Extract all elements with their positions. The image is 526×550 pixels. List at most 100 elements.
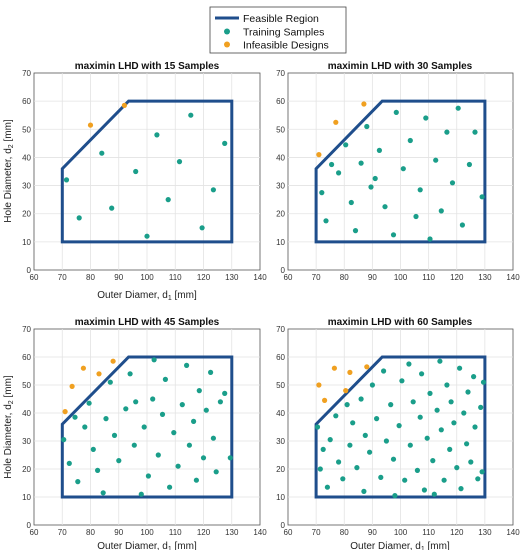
training-sample-point (447, 446, 453, 452)
y-tick-label: 0 (281, 266, 286, 275)
x-axis-label: Outer Diamer, d1 [mm] (97, 541, 197, 550)
training-sample-point (344, 402, 350, 408)
x-tick-label: 100 (394, 273, 408, 282)
y-tick-label: 70 (22, 325, 31, 334)
training-sample-point (434, 407, 440, 413)
training-sample-point (167, 484, 173, 490)
infeasible-design-point (361, 101, 367, 107)
training-sample-point (458, 486, 464, 492)
y-tick-label: 20 (22, 465, 31, 474)
training-sample-point (449, 180, 456, 186)
y-tick-label: 40 (22, 409, 31, 418)
training-sample-point (327, 437, 333, 443)
x-axis-label-main: Outer Diamer, d (97, 290, 168, 301)
training-sample-point (222, 140, 228, 146)
training-sample-point (61, 437, 67, 443)
y-tick-labels: 0 10 20 30 40 50 60 70 (276, 69, 285, 275)
y-tick-label: 10 (276, 238, 285, 247)
training-sample-point (111, 432, 118, 438)
training-sample-point (191, 418, 197, 424)
training-sample-point (399, 378, 405, 384)
training-sample-point (203, 407, 209, 413)
y-tick-label: 20 (276, 210, 285, 219)
x-tick-label: 70 (58, 528, 67, 537)
y-tick-label: 30 (22, 182, 31, 191)
training-sample-point (423, 115, 429, 121)
training-sample-point (444, 129, 450, 135)
training-sample-point (413, 213, 419, 220)
legend-training-marker (224, 28, 230, 35)
y-tick-label: 20 (276, 465, 285, 474)
training-sample-point (222, 390, 228, 396)
training-sample-point (99, 150, 105, 156)
y-tick-label: 40 (276, 153, 285, 162)
training-sample-point (200, 455, 207, 461)
training-sample-point (145, 473, 151, 479)
training-sample-point (133, 168, 139, 175)
training-sample-point (390, 232, 397, 238)
training-sample-point (159, 411, 166, 417)
x-tick-label: 90 (114, 528, 123, 537)
legend-infeasible-marker (224, 41, 230, 48)
training-sample-point (393, 109, 399, 115)
x-axis-label: Outer Diamer, d1 [mm] (97, 290, 197, 302)
training-sample-point (151, 357, 157, 363)
training-sample-point (402, 477, 408, 483)
training-sample-point (451, 420, 457, 426)
training-sample-point (437, 358, 443, 364)
training-sample-point (210, 187, 216, 193)
training-sample-point (175, 463, 181, 469)
training-sample-point (383, 438, 389, 444)
training-sample-point (323, 218, 329, 224)
training-sample-point (479, 469, 485, 475)
training-sample-point (382, 204, 388, 210)
x-tick-label: 70 (58, 273, 67, 282)
training-sample-point (431, 491, 437, 497)
training-sample-point (427, 236, 433, 242)
training-sample-point (376, 147, 382, 153)
training-sample-point (378, 474, 384, 480)
training-sample-point (144, 233, 150, 239)
infeasible-design-point (69, 383, 75, 389)
training-sample-point (350, 420, 356, 426)
training-sample-point (372, 175, 378, 182)
training-sample-point (424, 435, 430, 441)
panel-title: maximin LHD with 30 Samples (328, 61, 473, 72)
training-sample-point (103, 416, 109, 422)
x-tick-label: 60 (284, 273, 293, 282)
y-axis-label: Hole Diameter, d2 [mm] (3, 375, 15, 479)
x-tick-label: 60 (30, 528, 39, 537)
feasible-region-outline (60, 355, 234, 499)
training-sample-point (199, 225, 205, 231)
x-tick-label: 70 (312, 528, 321, 537)
sample-points (63, 102, 228, 239)
training-sample-point (392, 493, 398, 499)
training-sample-point (421, 487, 427, 493)
training-sample-point (227, 455, 233, 461)
training-sample-point (364, 123, 370, 130)
x-tick-label: 90 (114, 273, 123, 282)
training-sample-point (72, 414, 78, 420)
y-axis-label-unit: [mm] (3, 375, 14, 400)
x-tick-label: 120 (197, 273, 211, 282)
x-axis-label-unit: [mm] (172, 541, 197, 550)
y-tick-label: 70 (276, 325, 285, 334)
x-axis-label-unit: [mm] (172, 290, 197, 301)
training-sample-point (320, 446, 326, 452)
training-sample-point (454, 465, 460, 471)
x-tick-label: 90 (368, 528, 377, 537)
x-axis-label-main: Outer Diamer, d (350, 541, 421, 550)
training-sample-point (324, 484, 330, 490)
infeasible-design-point (364, 364, 370, 370)
training-sample-point (186, 442, 192, 448)
x-tick-label: 130 (225, 273, 239, 282)
x-tick-label: 100 (140, 528, 154, 537)
sample-points (61, 357, 233, 497)
training-sample-point (314, 424, 321, 430)
training-sample-point (75, 479, 81, 485)
training-sample-point (131, 442, 137, 448)
x-tick-label: 140 (506, 273, 520, 282)
training-sample-point (427, 390, 433, 396)
training-sample-point (441, 477, 447, 483)
training-sample-point (419, 371, 425, 377)
